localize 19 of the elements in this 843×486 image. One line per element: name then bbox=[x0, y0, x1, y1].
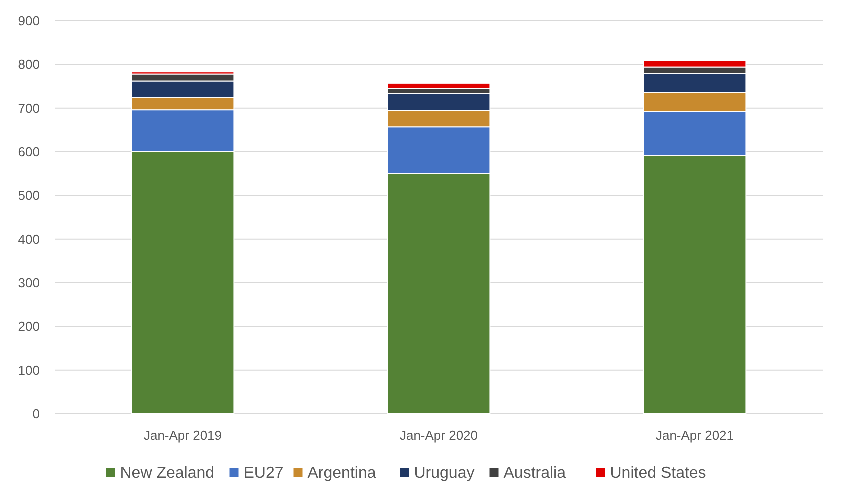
y-tick-label: 900 bbox=[18, 14, 40, 29]
legend-label: Argentina bbox=[308, 465, 376, 482]
legend-label: Australia bbox=[504, 465, 566, 482]
y-tick-label: 400 bbox=[18, 232, 40, 247]
x-tick-label: Jan-Apr 2021 bbox=[656, 428, 734, 443]
x-tick-label: Jan-Apr 2020 bbox=[400, 428, 478, 443]
legend-label: Uruguay bbox=[414, 465, 475, 482]
y-tick-label: 700 bbox=[18, 100, 40, 116]
legend-label: New Zealand bbox=[120, 465, 215, 482]
y-tick-label: 200 bbox=[18, 319, 40, 334]
legend-label: United States bbox=[610, 465, 706, 482]
y-tick-label: 600 bbox=[18, 144, 40, 160]
y-tick-label: 0 bbox=[32, 406, 40, 422]
y-tick-label: 100 bbox=[18, 362, 40, 378]
y-tick-label: 300 bbox=[18, 276, 40, 291]
y-tick-label: 800 bbox=[18, 57, 40, 72]
x-tick-label: Jan-Apr 2019 bbox=[144, 428, 222, 443]
legend-label: EU27 bbox=[244, 465, 284, 482]
y-tick-label: 500 bbox=[18, 188, 40, 204]
